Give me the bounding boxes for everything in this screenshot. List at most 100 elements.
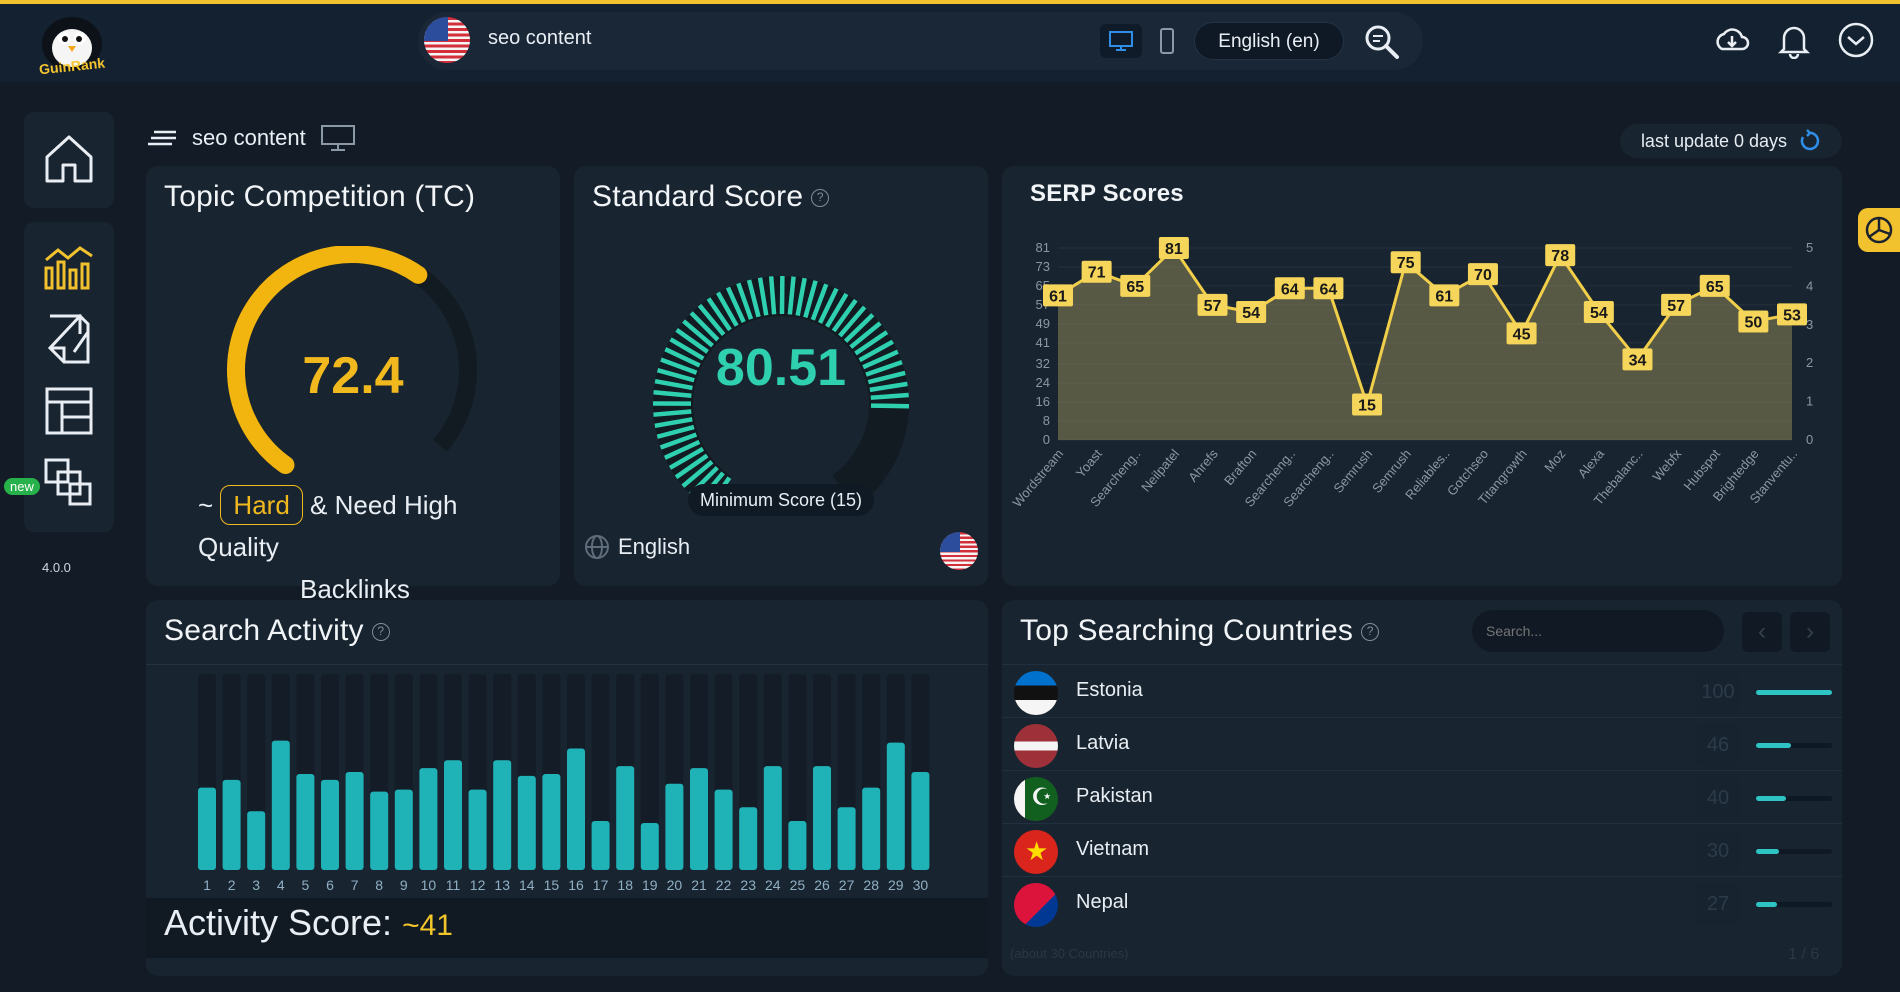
language-selector[interactable]: English (en)	[1194, 22, 1344, 60]
activity-bar[interactable]	[616, 766, 635, 870]
serp-point[interactable]	[1777, 303, 1807, 326]
help-icon[interactable]: ?	[811, 189, 830, 208]
activity-bar[interactable]	[394, 789, 413, 870]
serp-point[interactable]	[1313, 277, 1344, 300]
serp-point[interactable]	[1467, 263, 1498, 286]
country-row[interactable]: Estonia 100	[1002, 664, 1842, 717]
serp-point[interactable]	[1699, 274, 1730, 297]
activity-day-label: 26	[814, 877, 830, 893]
activity-bar[interactable]	[788, 821, 807, 870]
serp-point[interactable]	[1390, 251, 1421, 274]
ss-gauge-tick	[862, 349, 899, 370]
activity-bar[interactable]	[886, 742, 905, 870]
ss-gauge-tick	[689, 311, 720, 342]
country-bar-track	[1756, 849, 1832, 854]
us-flag-icon[interactable]	[424, 17, 470, 63]
activity-bar[interactable]	[591, 821, 610, 870]
help-icon[interactable]: ?	[371, 623, 390, 642]
country-row[interactable]: ★ Vietnam 30	[1002, 823, 1842, 876]
mobile-toggle-button[interactable]	[1146, 24, 1188, 58]
search-button[interactable]	[1362, 22, 1402, 62]
sidebar-item-analytics[interactable]	[38, 238, 100, 296]
ss-gauge-tick	[656, 424, 695, 439]
activity-day-label: 25	[790, 877, 806, 893]
ss-gauge-tick	[736, 282, 754, 320]
serp-data-label: 70	[1474, 267, 1492, 284]
pie-chart-toggle[interactable]	[1858, 208, 1900, 252]
serp-point[interactable]	[1622, 348, 1653, 371]
serp-point[interactable]	[1274, 277, 1305, 300]
serp-point[interactable]	[1583, 301, 1614, 323]
serp-point[interactable]	[1158, 237, 1189, 259]
next-page-button[interactable]: ›	[1790, 612, 1830, 652]
prev-page-button[interactable]: ‹	[1742, 612, 1782, 652]
sidebar-item-home[interactable]	[38, 130, 100, 188]
activity-bar[interactable]	[444, 760, 462, 870]
country-row[interactable]: ☪ Pakistan 40	[1002, 770, 1842, 823]
serp-point[interactable]	[1738, 310, 1769, 333]
ss-gauge-tick	[849, 321, 882, 349]
desktop-toggle-button[interactable]	[1100, 24, 1142, 58]
activity-bar[interactable]	[198, 787, 216, 870]
activity-bar[interactable]	[321, 779, 339, 870]
serp-point[interactable]	[1506, 322, 1537, 345]
activity-bar[interactable]	[247, 811, 266, 870]
serp-point[interactable]	[1081, 260, 1112, 283]
activity-day-label: 17	[593, 877, 609, 893]
activity-bar[interactable]	[862, 787, 881, 870]
last-update-pill[interactable]: last update 0 days	[1620, 124, 1842, 158]
activity-bar[interactable]	[493, 760, 512, 870]
activity-bar[interactable]	[837, 807, 856, 870]
activity-bar[interactable]	[370, 791, 389, 870]
menu-lines-icon[interactable]	[148, 128, 178, 148]
user-menu-button[interactable]	[1836, 20, 1876, 60]
activity-day-label: 6	[326, 877, 334, 893]
guinrank-logo[interactable]: GuinRank	[30, 14, 114, 84]
serp-point[interactable]	[1236, 301, 1267, 323]
serp-point[interactable]	[1545, 244, 1576, 267]
activity-bar[interactable]	[640, 822, 659, 870]
activity-bar[interactable]	[296, 773, 315, 870]
country-list: Estonia 100 Latvia 46 ☪ Pakistan 40 ★ Vietnam 30 N…	[1002, 664, 1842, 934]
activity-bar[interactable]	[517, 775, 536, 870]
serp-point[interactable]	[1043, 284, 1073, 307]
serp-point[interactable]	[1661, 293, 1692, 316]
us-flag-icon	[940, 532, 978, 570]
activity-bar[interactable]	[419, 768, 438, 870]
help-icon[interactable]: ?	[1361, 623, 1380, 642]
activity-bar[interactable]	[739, 807, 758, 870]
activity-bar[interactable]	[714, 789, 733, 870]
activity-bar[interactable]	[665, 783, 684, 870]
activity-bar[interactable]	[763, 766, 782, 870]
activity-bar[interactable]	[567, 748, 585, 870]
keyword-text[interactable]: seo content	[488, 27, 592, 49]
serp-point[interactable]	[1197, 293, 1228, 316]
sidebar-item-layout[interactable]	[38, 382, 100, 440]
sidebar-item-compare[interactable]	[38, 454, 100, 512]
x-tick-label: Yoast	[1073, 446, 1105, 480]
activity-bar[interactable]	[468, 789, 487, 870]
star-icon: ★	[1025, 836, 1049, 866]
country-search-input[interactable]	[1472, 610, 1724, 652]
ss-gauge-tick	[725, 286, 746, 324]
country-row[interactable]: Nepal 27	[1002, 876, 1842, 929]
serp-point[interactable]	[1429, 284, 1460, 307]
country-row[interactable]: Latvia 46	[1002, 717, 1842, 770]
chevron-down-circle-icon	[1838, 22, 1874, 58]
notifications-button[interactable]	[1774, 20, 1814, 60]
serp-point[interactable]	[1352, 393, 1383, 416]
activity-bar[interactable]	[345, 772, 364, 870]
serp-point[interactable]	[1120, 274, 1151, 297]
serp-chart: 0816243241495765738101234561Wordstream71…	[1009, 237, 1813, 510]
activity-bar[interactable]	[222, 779, 241, 870]
activity-day-label: 12	[470, 877, 486, 893]
activity-bar[interactable]	[271, 740, 290, 870]
activity-bar[interactable]	[911, 772, 930, 870]
activity-day-label: 22	[716, 877, 732, 893]
country-name: Pakistan	[1076, 785, 1153, 807]
activity-bar[interactable]	[542, 773, 561, 870]
sidebar-item-content-editor[interactable]	[38, 310, 100, 368]
download-button[interactable]	[1712, 20, 1752, 60]
activity-bar[interactable]	[813, 766, 831, 870]
activity-bar[interactable]	[690, 768, 708, 870]
